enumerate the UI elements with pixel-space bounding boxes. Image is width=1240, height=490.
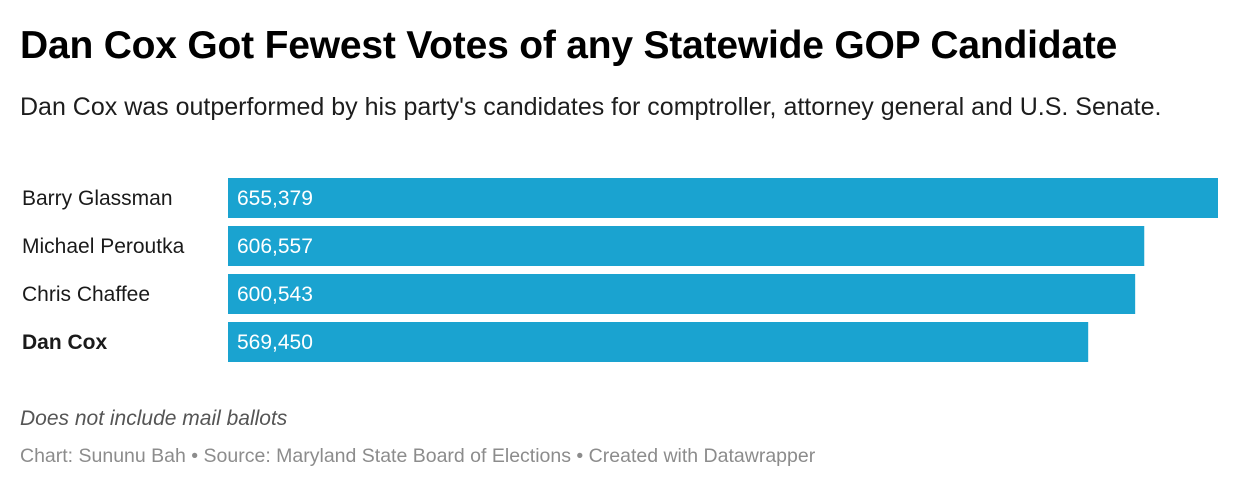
category-label: Dan Cox	[22, 331, 108, 354]
category-label: Chris Chaffee	[22, 283, 150, 306]
datawrapper-credit: Created with Datawrapper	[588, 445, 816, 467]
chart-note: Does not include mail ballots	[20, 407, 288, 430]
category-label: Michael Peroutka	[22, 235, 185, 258]
chart-title: Dan Cox Got Fewest Votes of any Statewid…	[20, 24, 1118, 67]
footer-separator: •	[576, 445, 584, 467]
bar-value-label: 569,450	[237, 331, 313, 354]
bar	[228, 178, 1218, 218]
bar-value-label: 606,557	[237, 235, 313, 258]
chart-footer: Chart: Sununu Bah • Source: Maryland Sta…	[20, 444, 815, 468]
chart-credit: Chart: Sununu Bah	[20, 445, 186, 467]
chart-source: Source: Maryland State Board of Election…	[203, 445, 571, 467]
bar	[228, 322, 1089, 362]
chart-subtitle: Dan Cox was outperformed by his party's …	[20, 93, 1162, 121]
bar-value-label: 655,379	[237, 187, 313, 210]
footer-separator: •	[191, 445, 199, 467]
category-label: Barry Glassman	[22, 187, 173, 210]
bar-value-label: 600,543	[237, 283, 313, 306]
bar	[228, 274, 1136, 314]
bar	[228, 226, 1145, 266]
bars-layer: Barry Glassman 655,379 Michael Peroutka 606…	[22, 178, 1218, 362]
